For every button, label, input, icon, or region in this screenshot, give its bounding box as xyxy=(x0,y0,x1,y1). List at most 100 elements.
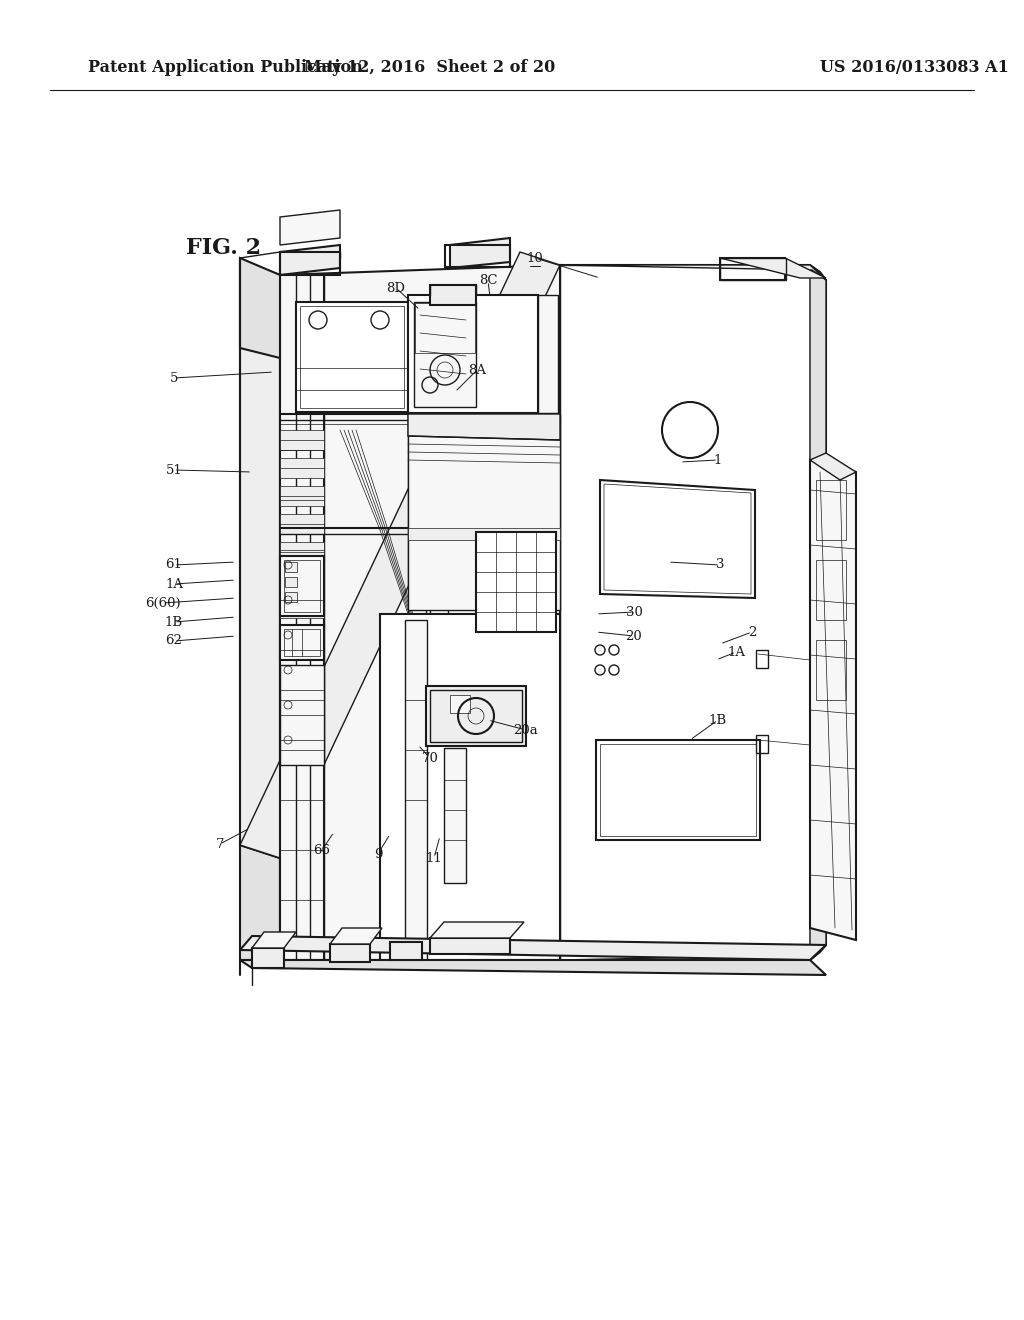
Text: 8C: 8C xyxy=(479,275,498,288)
Text: May 12, 2016  Sheet 2 of 20: May 12, 2016 Sheet 2 of 20 xyxy=(304,59,556,77)
Polygon shape xyxy=(330,928,382,944)
Text: 9: 9 xyxy=(374,847,382,861)
Bar xyxy=(285,562,297,572)
Bar xyxy=(252,948,284,968)
Bar xyxy=(600,744,756,836)
Bar xyxy=(280,430,324,450)
Polygon shape xyxy=(408,414,560,610)
Bar xyxy=(330,944,370,962)
Bar xyxy=(756,735,768,752)
Text: 20: 20 xyxy=(626,630,642,643)
Text: 1B: 1B xyxy=(709,714,727,726)
Bar xyxy=(415,304,475,352)
Text: 61: 61 xyxy=(166,558,182,572)
Polygon shape xyxy=(240,260,280,858)
Bar xyxy=(280,275,324,960)
Bar xyxy=(280,252,340,275)
Bar xyxy=(816,640,846,700)
Polygon shape xyxy=(280,265,560,960)
Bar xyxy=(538,294,558,413)
Text: 11: 11 xyxy=(426,851,442,865)
Polygon shape xyxy=(252,932,296,948)
Polygon shape xyxy=(720,257,826,279)
Bar xyxy=(816,560,846,620)
Polygon shape xyxy=(280,246,340,275)
Text: 70: 70 xyxy=(422,751,438,764)
Bar xyxy=(816,480,846,540)
Polygon shape xyxy=(810,453,856,480)
Text: FIG. 2: FIG. 2 xyxy=(186,238,261,259)
Bar xyxy=(280,543,324,562)
Bar xyxy=(720,257,786,280)
Text: 51: 51 xyxy=(166,463,182,477)
Bar xyxy=(430,285,476,305)
Text: 66: 66 xyxy=(313,843,331,857)
Bar xyxy=(476,532,556,632)
Polygon shape xyxy=(240,936,826,960)
Polygon shape xyxy=(560,265,810,960)
Bar xyxy=(285,591,297,602)
Text: 8A: 8A xyxy=(468,363,486,376)
Polygon shape xyxy=(240,845,280,960)
Bar xyxy=(280,458,324,478)
Text: 2: 2 xyxy=(748,626,756,639)
Polygon shape xyxy=(430,921,524,939)
Bar xyxy=(280,665,324,766)
Text: 1A: 1A xyxy=(165,578,183,590)
Bar xyxy=(280,486,324,506)
Bar xyxy=(430,939,510,954)
Bar xyxy=(280,598,324,618)
Bar xyxy=(520,414,538,614)
Polygon shape xyxy=(240,960,826,975)
Text: 7: 7 xyxy=(216,837,224,850)
Polygon shape xyxy=(408,414,560,440)
Bar xyxy=(406,620,427,960)
Bar xyxy=(284,560,319,612)
Bar xyxy=(280,624,324,660)
Text: 5: 5 xyxy=(170,371,178,384)
Bar xyxy=(284,630,319,656)
Bar xyxy=(430,690,522,742)
Bar xyxy=(596,741,760,840)
Polygon shape xyxy=(600,480,755,598)
Bar xyxy=(445,246,510,267)
Bar xyxy=(300,306,404,408)
Text: US 2016/0133083 A1: US 2016/0133083 A1 xyxy=(820,59,1009,77)
Polygon shape xyxy=(408,528,560,540)
Polygon shape xyxy=(380,614,560,960)
Bar xyxy=(444,748,466,883)
Bar xyxy=(408,294,538,413)
Polygon shape xyxy=(280,210,340,246)
Text: 20a: 20a xyxy=(514,723,539,737)
Bar xyxy=(408,414,426,804)
Text: 30: 30 xyxy=(626,606,642,619)
Text: 1: 1 xyxy=(714,454,722,466)
Bar xyxy=(414,302,476,407)
Polygon shape xyxy=(560,265,826,280)
Polygon shape xyxy=(810,459,856,940)
Polygon shape xyxy=(240,252,560,858)
Bar xyxy=(285,577,297,587)
Bar xyxy=(296,302,408,412)
Bar xyxy=(280,556,324,616)
Text: 3: 3 xyxy=(716,558,724,572)
Bar xyxy=(430,414,449,804)
Bar xyxy=(720,257,785,280)
Bar xyxy=(450,696,470,713)
Text: 62: 62 xyxy=(166,635,182,648)
Polygon shape xyxy=(550,265,826,960)
Bar xyxy=(390,942,422,960)
Bar xyxy=(280,570,324,590)
Bar xyxy=(280,513,324,535)
Polygon shape xyxy=(560,945,826,960)
Polygon shape xyxy=(240,257,280,358)
Text: 1A: 1A xyxy=(727,645,745,659)
Text: 10: 10 xyxy=(526,252,544,264)
Text: 8D: 8D xyxy=(386,281,406,294)
Bar xyxy=(426,686,526,746)
Polygon shape xyxy=(450,238,510,268)
Polygon shape xyxy=(810,265,826,960)
Text: Patent Application Publication: Patent Application Publication xyxy=(88,59,362,77)
Text: 1B: 1B xyxy=(165,615,183,628)
Text: 6(60): 6(60) xyxy=(145,597,181,610)
